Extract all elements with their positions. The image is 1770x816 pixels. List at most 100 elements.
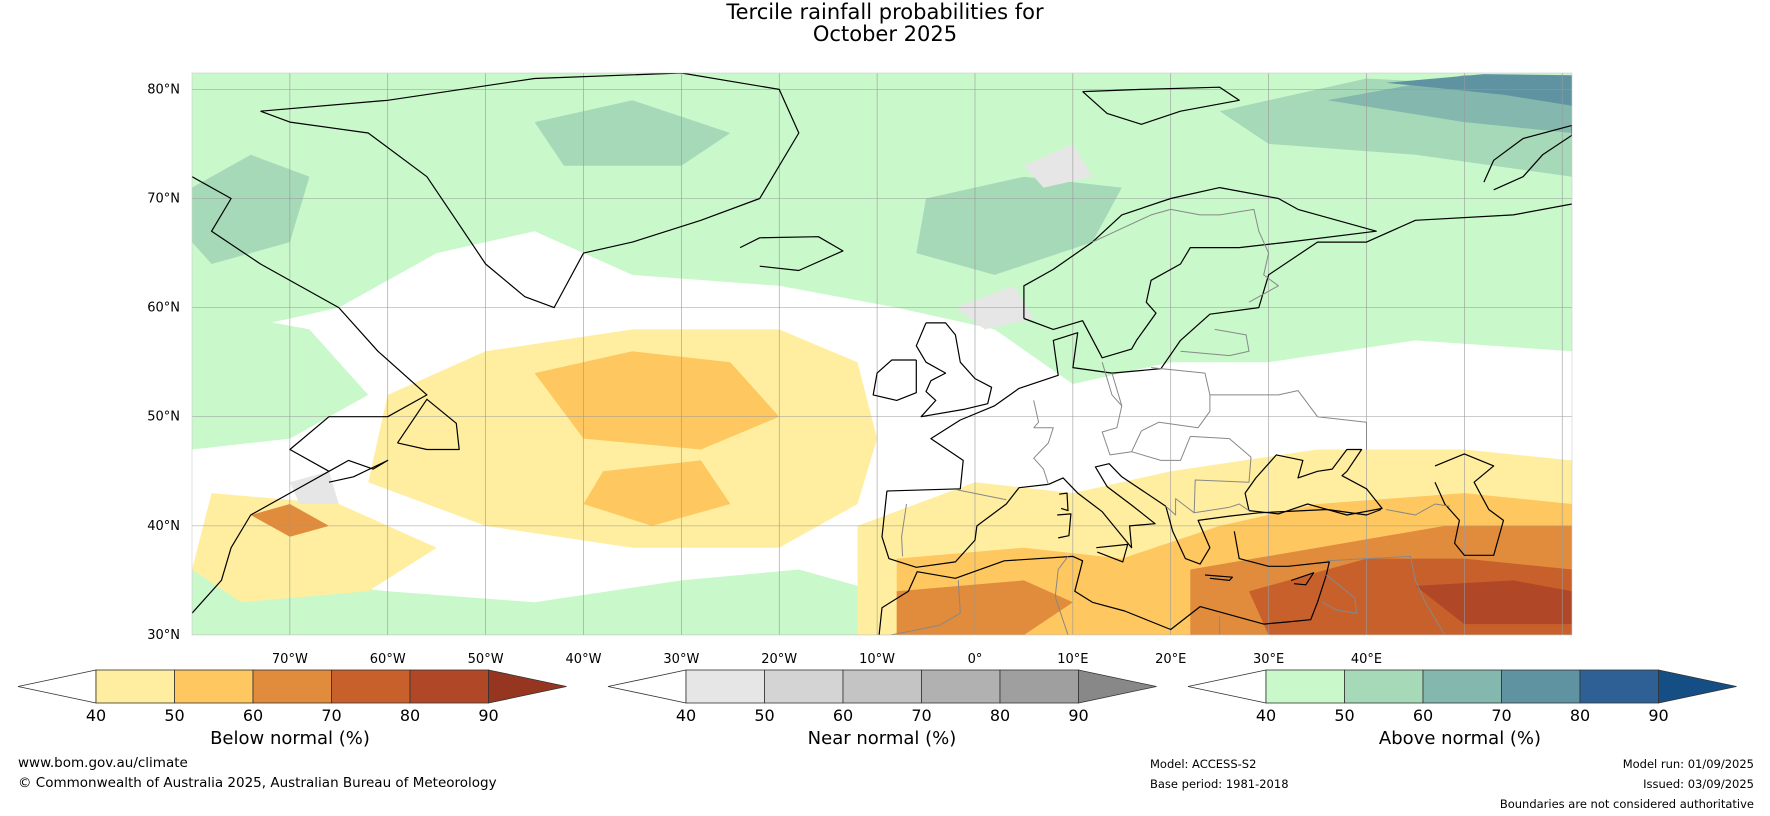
uk-coast (915, 322, 993, 418)
above-40-north (192, 73, 1572, 384)
lat-label: 80°N (147, 82, 180, 97)
above-colorbar-tick: 60 (1413, 706, 1433, 725)
red-sea-coast (1292, 634, 1323, 635)
country-border (1033, 400, 1040, 429)
below-colorbar-tick: 60 (243, 706, 263, 725)
below-50-atlantic (534, 351, 780, 450)
sicily-coast (1096, 543, 1129, 563)
below-60-africa (896, 580, 1073, 635)
above-50-labrador (192, 154, 310, 264)
lon-label: 20°E (1155, 652, 1186, 667)
above-colorbar-tick: 80 (1570, 706, 1590, 725)
near-colorbar-low-arrow (607, 669, 687, 704)
near-colorbar-tick: 50 (754, 706, 774, 725)
nova-scotia-coast (328, 459, 389, 483)
below-colorbar-swatch (95, 669, 175, 704)
near-colorbar-swatch (685, 669, 765, 704)
probability-fields (192, 73, 1572, 635)
country-border (1180, 328, 1250, 357)
title-line-2: October 2025 (812, 22, 958, 46)
country-border (1141, 367, 1211, 432)
sardinia-coast (1057, 513, 1072, 539)
country-border (1385, 503, 1450, 516)
model-run-text: Model run: 01/09/2025 (1622, 757, 1754, 771)
country-border (1092, 208, 1279, 303)
north-africa-coast (878, 531, 1330, 635)
lat-label: 70°N (147, 191, 180, 206)
crete-coast (1204, 574, 1234, 582)
scandinavia-coast (1023, 187, 1377, 359)
model-text: Model: ACCESS-S2 (1150, 757, 1257, 771)
lon-label: 60°W (370, 652, 406, 667)
above-colorbar-tick: 50 (1334, 706, 1354, 725)
below-colorbar-swatch (409, 669, 489, 704)
near-colorbar-swatch (999, 669, 1079, 704)
lon-label: 0° (968, 652, 983, 667)
issued-text: Issued: 03/09/2025 (1643, 777, 1754, 791)
lon-label: 10°W (859, 652, 895, 667)
europe-coast (886, 203, 1572, 492)
below-colorbar-tick: 80 (400, 706, 420, 725)
map-frame (191, 72, 1573, 636)
labrador-coast (192, 176, 428, 614)
corsica-coast (1059, 492, 1069, 512)
lon-label: 40°W (566, 652, 602, 667)
below-colorbar-swatch (331, 669, 411, 704)
country-border (1033, 427, 1054, 485)
above-40-south-atlantic (192, 569, 878, 635)
graticule (192, 73, 1572, 635)
near-40-patch-3 (1023, 143, 1093, 188)
country-border (1165, 498, 1195, 516)
lon-label: 30°W (663, 652, 699, 667)
below-colorbar-tick: 90 (478, 706, 498, 725)
below-colorbar-high-arrow (488, 669, 567, 704)
latitude-labels: 80°N 70°N 60°N 50°N 40°N 30°N (147, 82, 180, 643)
iceland-coast (739, 236, 844, 272)
country-border (1327, 555, 1446, 635)
copyright-text: © Commonwealth of Australia 2025, Austra… (18, 775, 497, 791)
below-colorbar-swatch (252, 669, 332, 704)
above-colorbar-swatch (1501, 669, 1581, 704)
above-normal-label: Above normal (%) (1378, 728, 1542, 749)
country-border (1322, 574, 1358, 614)
below-colorbar-low-arrow (17, 669, 97, 704)
country-border (1209, 390, 1367, 450)
above-colorbar-high-arrow (1658, 669, 1737, 704)
novaya-zemlya-coast (1483, 124, 1572, 191)
near-colorbar-high-arrow (1078, 669, 1157, 704)
near-colorbar-tick: 70 (911, 706, 931, 725)
newfoundland-coast (397, 398, 460, 451)
lon-label: 70°W (272, 652, 308, 667)
near-colorbar-tick: 90 (1068, 706, 1088, 725)
above-colorbar-swatch (1265, 669, 1345, 704)
below-colorbar-swatch (174, 669, 254, 704)
country-border (1101, 362, 1123, 407)
above-40-west (192, 307, 369, 450)
country-border (890, 580, 961, 635)
country-border (1229, 503, 1250, 512)
near-40-patch-2 (289, 471, 339, 504)
country-border (1131, 436, 1191, 461)
below-colorbar-tick: 70 (321, 706, 341, 725)
coastlines (192, 73, 1572, 635)
below-colorbar-tick: 50 (164, 706, 184, 725)
ireland-coast (872, 359, 917, 401)
near-colorbar-swatch (764, 669, 844, 704)
black-sea-coast (1244, 448, 1383, 516)
svalbard-coast (1082, 86, 1240, 125)
below-normal-label: Below normal (%) (210, 728, 370, 749)
title-line-1: Tercile rainfall probabilities for (726, 0, 1044, 24)
above-70-arctic (1386, 74, 1572, 106)
lon-label: 40°E (1351, 652, 1382, 667)
cyprus-coast (1290, 572, 1315, 586)
greenland-coast (260, 73, 800, 309)
country-border (1054, 556, 1069, 635)
above-colorbar-low-arrow (1187, 669, 1267, 704)
below-50-atlantic-south (583, 460, 731, 526)
lat-label: 30°N (147, 628, 180, 643)
website-link[interactable]: www.bom.gov.au/climate (18, 755, 188, 771)
lon-label: 10°E (1057, 652, 1088, 667)
near-colorbar-tick: 40 (676, 706, 696, 725)
lat-label: 60°N (147, 301, 180, 316)
